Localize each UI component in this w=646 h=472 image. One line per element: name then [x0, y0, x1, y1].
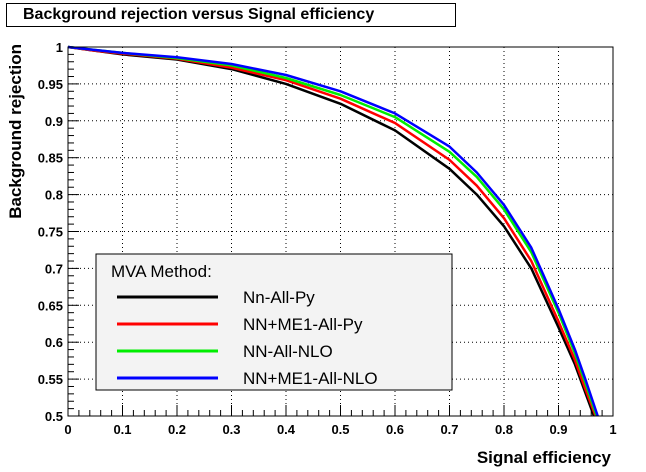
tick-labels: 0 0.1 0.2 0.3 0.4 0.5 0.6 0.7 0.8 0.9 1 0.5 0.55 0.6 0…: [38, 40, 617, 437]
x-tick-label: 0.4: [277, 422, 296, 437]
chart-title: Background rejection versus Signal effic…: [6, 3, 456, 27]
x-tick-label: 0.2: [168, 422, 186, 437]
legend-label: NN+ME1-All-NLO: [243, 369, 378, 388]
x-tick-label: 0.1: [113, 422, 131, 437]
legend-box: [95, 253, 453, 391]
y-tick-label: 0.8: [45, 188, 63, 203]
x-tick-label: 0.6: [386, 422, 404, 437]
x-tick-label: 0.8: [495, 422, 513, 437]
axis-ticks: [67, 46, 614, 417]
series-line: [67, 45, 599, 417]
x-tick-label: 0.9: [549, 422, 567, 437]
x-tick-label: 0.3: [222, 422, 240, 437]
legend: MVA Method: Nn-All-Py NN+ME1-All-Py NN-All…: [95, 253, 453, 391]
x-tick-label: 0: [64, 422, 71, 437]
x-axis-title: Signal efficiency: [477, 448, 612, 467]
legend-title: MVA Method:: [111, 262, 212, 281]
y-tick-label: 0.55: [38, 372, 63, 387]
curves: [67, 45, 599, 417]
x-tick-label: 1: [609, 422, 616, 437]
y-tick-label: 0.75: [38, 225, 63, 240]
y-tick-label: 0.6: [45, 335, 63, 350]
y-axis-title: Background rejection: [6, 44, 25, 219]
y-tick-label: 0.9: [45, 114, 63, 129]
y-tick-label: 0.95: [38, 77, 63, 92]
legend-label: NN+ME1-All-Py: [243, 315, 363, 334]
y-tick-label: 0.5: [45, 409, 63, 424]
legend-label: NN-All-NLO: [243, 342, 333, 361]
y-tick-label: 0.65: [38, 298, 63, 313]
y-tick-label: 0.85: [38, 151, 63, 166]
x-tick-label: 0.7: [440, 422, 458, 437]
y-tick-label: 0.7: [45, 261, 63, 276]
legend-label: Nn-All-Py: [243, 288, 315, 307]
y-tick-label: 1: [56, 40, 63, 55]
x-tick-label: 0.5: [331, 422, 349, 437]
